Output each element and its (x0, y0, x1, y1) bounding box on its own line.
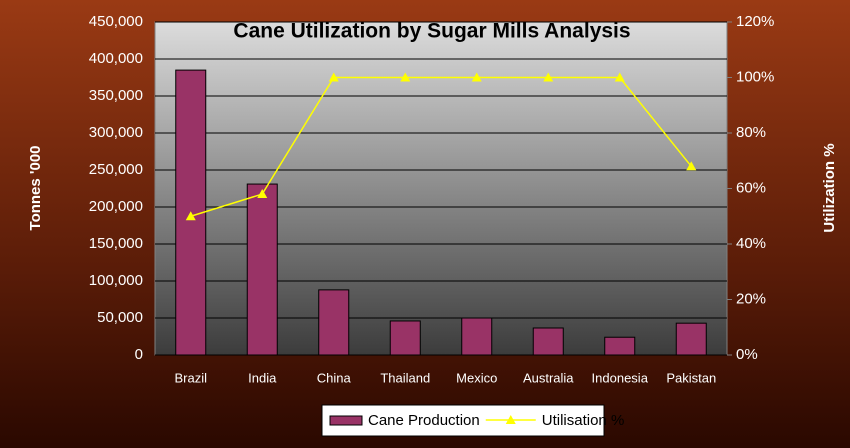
x-tick-label: Mexico (456, 370, 497, 385)
bar (389, 320, 421, 356)
line-marker (400, 72, 411, 82)
line-marker (686, 161, 697, 171)
plot-area (154, 21, 728, 356)
x-tick-label: China (317, 370, 352, 385)
y-tick-label: 200,000 (89, 198, 143, 215)
legend-swatch (505, 415, 516, 424)
x-tick-label: Indonesia (592, 370, 649, 385)
line-marker (471, 72, 482, 82)
y2-tick-label: 40% (736, 235, 766, 252)
legend-label: Cane Production (368, 412, 480, 429)
y2-tick-label: 0% (736, 346, 758, 363)
line-marker (614, 72, 625, 82)
legend-swatch (329, 415, 363, 426)
y2-tick-label: 60% (736, 179, 766, 196)
y-tick-label: 300,000 (89, 124, 143, 141)
y-tick-label: 450,000 (89, 13, 143, 30)
line-marker (185, 211, 196, 221)
y2-tick-label: 120% (736, 13, 774, 30)
y-tick-label: 400,000 (89, 50, 143, 67)
x-tick-label: Pakistan (666, 370, 716, 385)
y-tick-label: 50,000 (97, 309, 143, 326)
x-tick-label: Brazil (174, 370, 207, 385)
bar (461, 317, 493, 356)
y-tick-label: 250,000 (89, 161, 143, 178)
y-tick-label: 0 (135, 346, 143, 363)
x-tick-label: India (248, 370, 277, 385)
legend (321, 404, 605, 437)
y-tick-label: 150,000 (89, 235, 143, 252)
x-tick-label: Australia (523, 370, 574, 385)
y-axis-label: Tonnes '000 (27, 146, 44, 231)
bar (604, 336, 636, 356)
line-marker (543, 72, 554, 82)
y-tick-label: 350,000 (89, 87, 143, 104)
x-tick-label: Thailand (380, 370, 430, 385)
line-marker (257, 189, 268, 199)
y2-tick-label: 100% (736, 68, 774, 85)
y-tick-label: 100,000 (89, 272, 143, 289)
line-marker (328, 72, 339, 82)
chart-title: Cane Utilization by Sugar Mills Analysis (233, 20, 630, 43)
bar (318, 289, 350, 356)
y2-axis-label: Utilization % (821, 143, 838, 232)
y2-tick-label: 80% (736, 124, 766, 141)
y2-tick-label: 20% (736, 290, 766, 307)
bar (675, 322, 707, 356)
line (190, 76, 692, 217)
legend-label: Utilisation % (542, 412, 625, 429)
bar (246, 183, 278, 356)
bar (532, 327, 564, 356)
